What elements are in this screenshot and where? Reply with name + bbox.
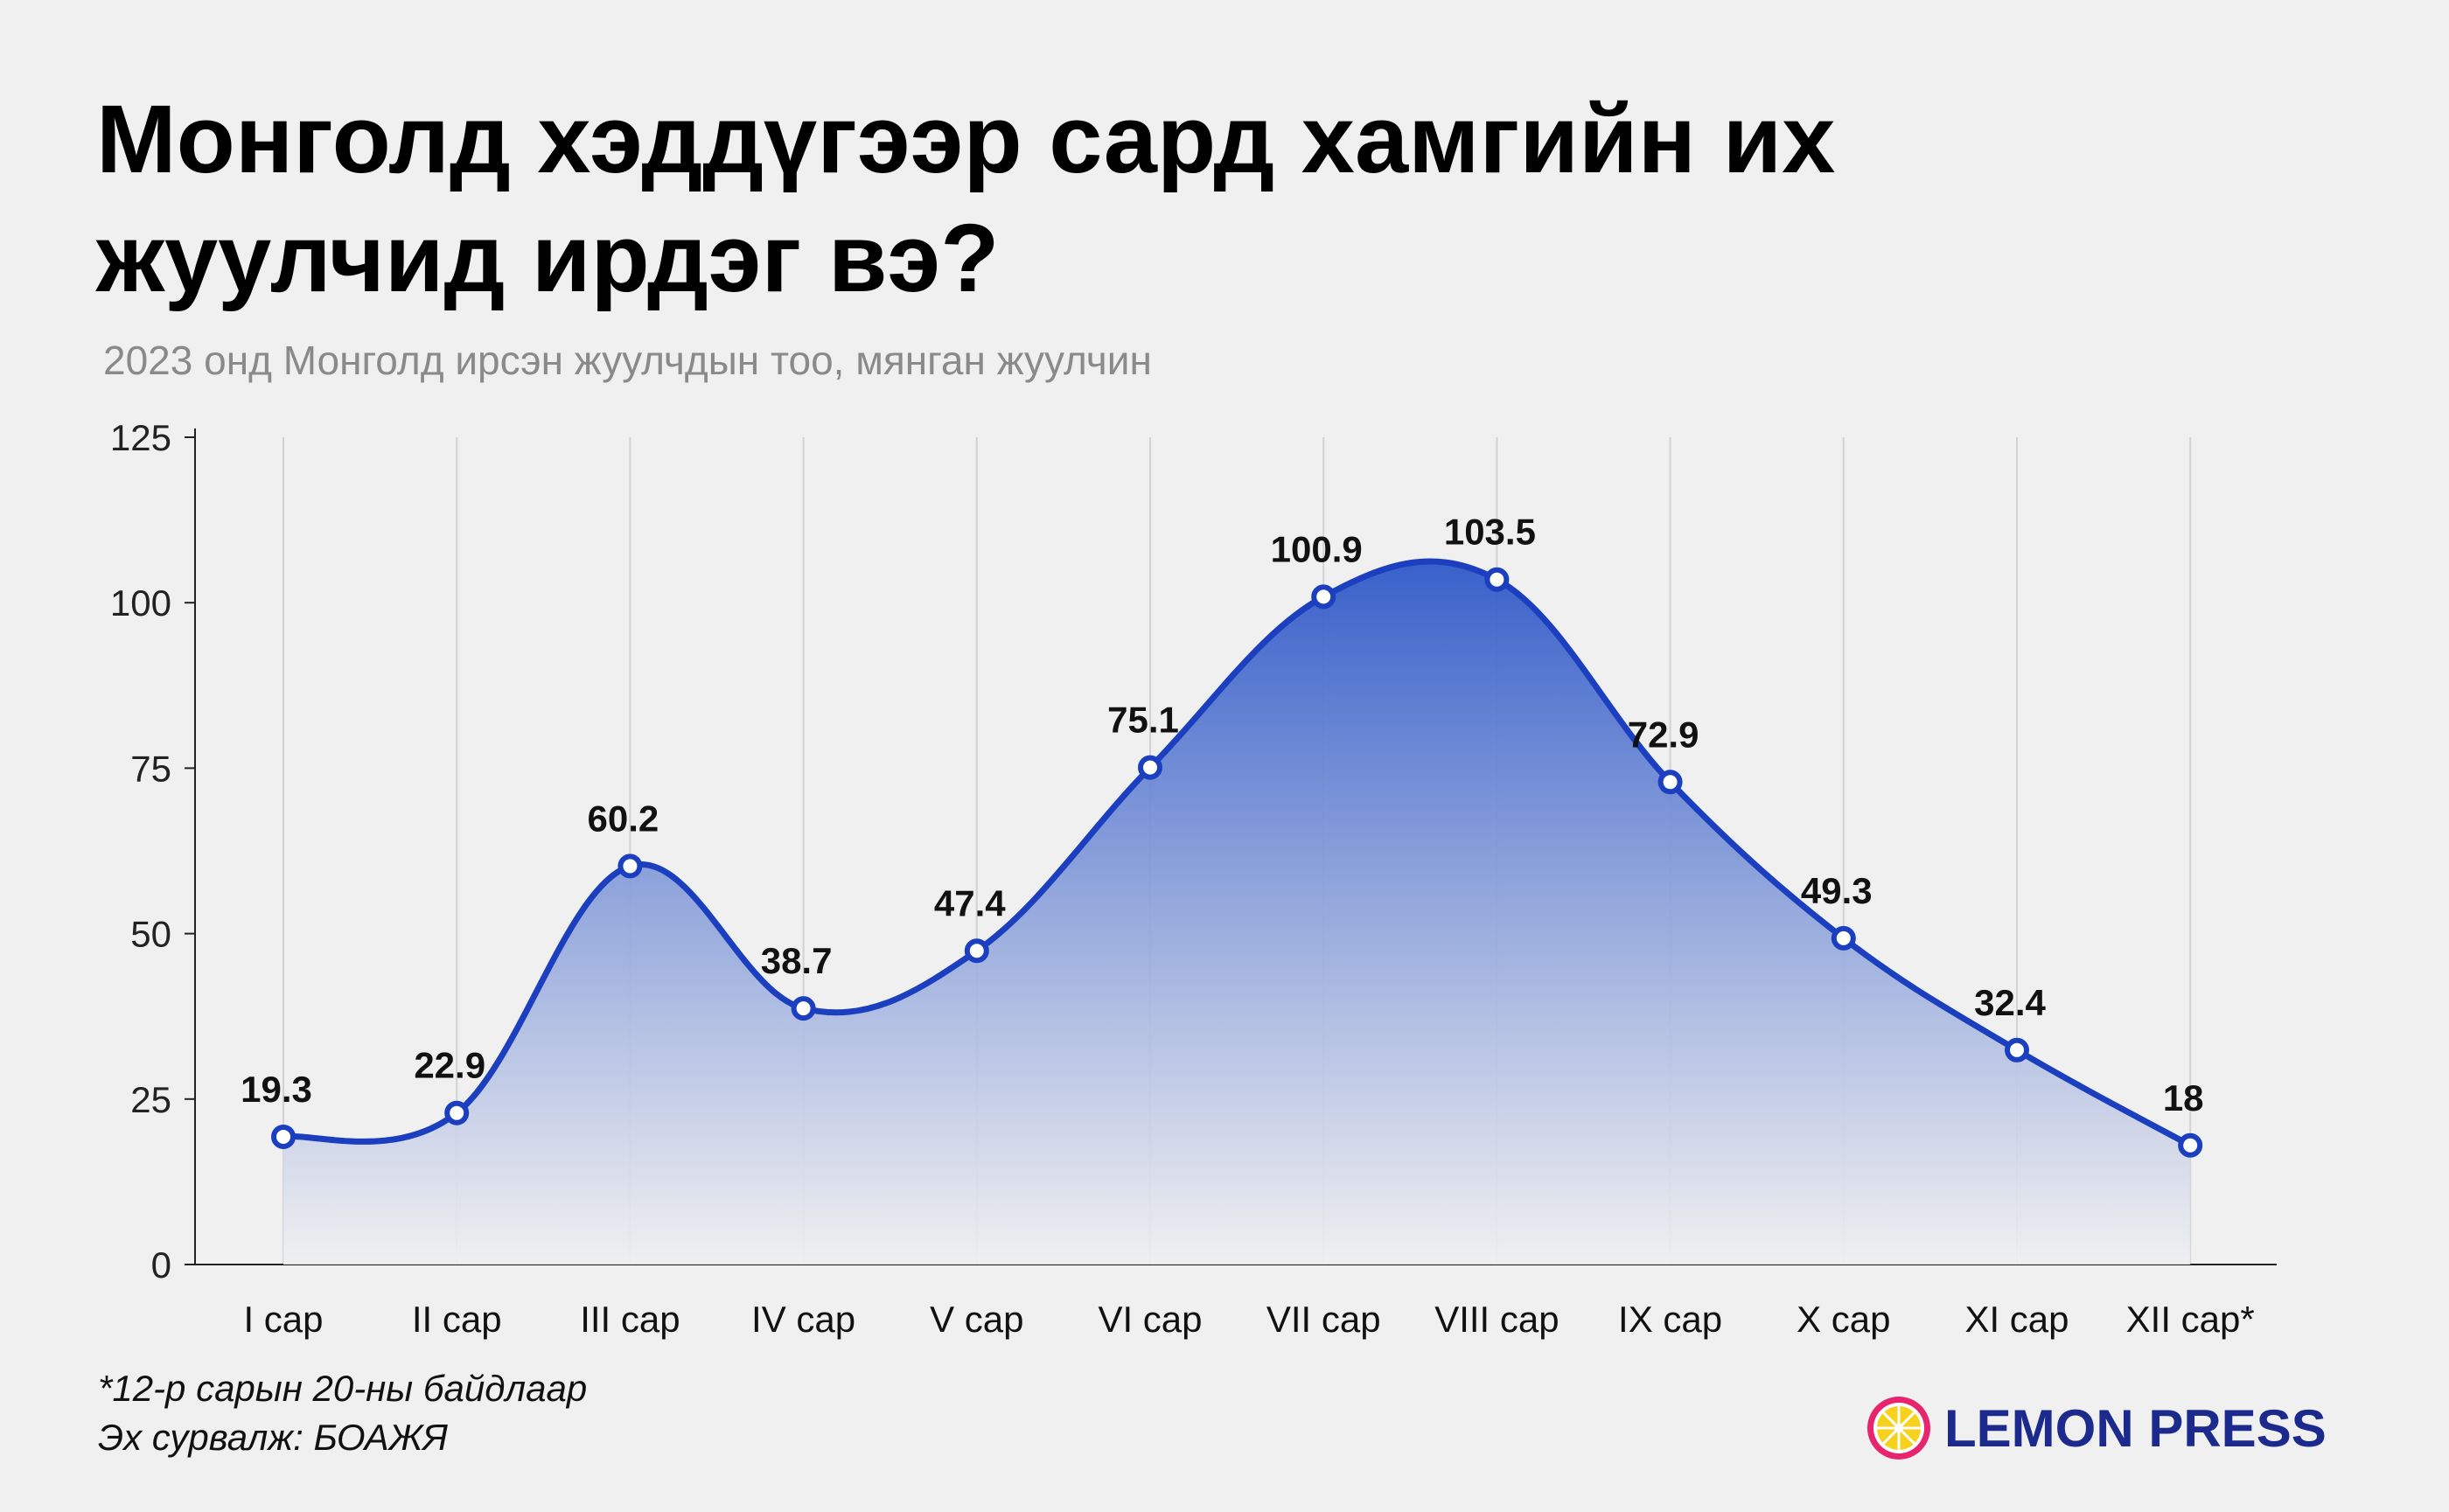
x-tick-label: V сар: [930, 1299, 1023, 1340]
x-tick-label: X сар: [1797, 1299, 1890, 1340]
data-label: 38.7: [761, 940, 833, 981]
data-label: 60.2: [588, 798, 659, 839]
y-tick-label: 100: [110, 582, 171, 624]
x-tick-label: IV сар: [751, 1299, 855, 1340]
data-point: [1831, 925, 1856, 951]
data-point: [964, 938, 989, 964]
data-point: [1138, 755, 1162, 780]
data-point: [1311, 584, 1336, 610]
data-label: 49.3: [1801, 870, 1873, 911]
data-label: 103.5: [1444, 512, 1536, 553]
area-fill-shape: [283, 561, 2191, 1265]
lemon-slice-icon: [1867, 1397, 1930, 1460]
data-point: [2005, 1037, 2029, 1063]
y-tick-label: 75: [130, 748, 171, 789]
y-tick-label: 125: [110, 417, 171, 458]
chart-subtitle: 2023 онд Монголд ирсэн жуулчдын тоо, мян…: [103, 338, 1152, 383]
title-line-1: Монголд хэддүгээр сард хамгийн их: [96, 86, 1836, 193]
brand-logo: LEMON PRESS: [1866, 1395, 2327, 1461]
footnote-source: Эх сурвалж: БОАЖЯ: [98, 1417, 448, 1458]
x-tick-label: VII сар: [1266, 1299, 1381, 1340]
data-label: 72.9: [1628, 714, 1699, 755]
footnote: *12-р сарын 20-ны байдлаар Эх сурвалж: Б…: [98, 1364, 587, 1462]
footnote-date: *12-р сарын 20-ны байдлаар: [98, 1368, 588, 1409]
y-tick-label: 25: [130, 1079, 171, 1120]
x-tick-label: XII сар*: [2126, 1299, 2255, 1340]
x-tick-label: II сар: [412, 1299, 502, 1340]
data-point: [271, 1124, 296, 1149]
data-point: [1484, 567, 1510, 592]
x-tick-label: XI сар: [1964, 1299, 2069, 1340]
data-label: 18: [2163, 1077, 2204, 1118]
data-point: [1657, 770, 1683, 795]
brand-name: LEMON PRESS: [1944, 1398, 2327, 1458]
x-tick-label: VI сар: [1098, 1299, 1202, 1340]
data-points: [271, 567, 2203, 1158]
x-tick-label: VIII сар: [1434, 1299, 1559, 1340]
data-label: 100.9: [1271, 528, 1363, 569]
x-tick-labels: I сар II сар III сар IV сар V сар VI сар VII с…: [243, 1299, 2254, 1340]
y-tick-labels: 0 25 50 75 100 125: [110, 417, 171, 1286]
title-line-2: жуулчид ирдэг вэ?: [96, 205, 1000, 312]
y-tick-label: 0: [151, 1244, 171, 1286]
data-point: [2178, 1132, 2203, 1158]
data-label: 47.4: [934, 882, 1006, 923]
data-label: 19.3: [241, 1069, 312, 1110]
x-tick-label: I сар: [243, 1299, 323, 1340]
y-tick-label: 50: [130, 914, 171, 955]
data-point: [444, 1100, 470, 1125]
x-tick-label: III сар: [580, 1299, 680, 1340]
data-point: [791, 996, 816, 1021]
data-label: 75.1: [1107, 700, 1179, 741]
data-label: 32.4: [1974, 982, 2046, 1023]
area-fill: [283, 561, 2191, 1265]
data-labels: 19.3 22.9 60.2 38.7 47.4 75.1 100.9 103.5 72.9 49…: [241, 512, 2203, 1118]
data-point: [617, 854, 643, 879]
chart-title: Монголд хэддүгээр сард хамгийн их жуулчи…: [96, 80, 2370, 318]
x-tick-label: IX сар: [1618, 1299, 1722, 1340]
data-label: 22.9: [414, 1045, 485, 1086]
